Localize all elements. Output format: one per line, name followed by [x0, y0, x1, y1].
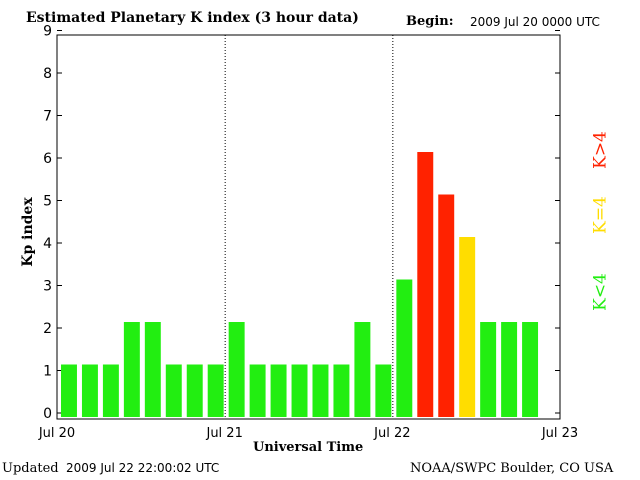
y-tick-label: 8 [43, 66, 52, 82]
kp-bar [459, 237, 476, 417]
chart-title: Estimated Planetary K index (3 hour data… [26, 10, 359, 26]
legend-k-equal-4: K=4 [590, 196, 611, 234]
x-tick-label: Jul 21 [205, 426, 242, 441]
updated-value: 2009 Jul 22 22:00:02 UTC [66, 461, 220, 475]
kp-bar [102, 364, 119, 417]
kp-bar [207, 364, 224, 417]
kp-bar [396, 279, 413, 417]
x-tick-label: Jul 20 [38, 426, 75, 441]
kp-bar [123, 322, 140, 417]
begin-value: 2009 Jul 20 0000 UTC [470, 15, 600, 29]
y-tick-label: 5 [43, 194, 52, 210]
x-axis-label: Universal Time [253, 440, 364, 455]
kp-bar [522, 322, 539, 417]
legend-k-less-4: K<4 [590, 273, 611, 311]
y-tick-label: 0 [43, 406, 52, 422]
kp-bar [480, 322, 497, 417]
y-tick-label: 4 [43, 236, 52, 252]
kp-bar [61, 364, 77, 417]
kp-bar [81, 364, 98, 417]
updated-label: Updated [2, 461, 59, 476]
kp-bar [186, 364, 203, 417]
begin-label: Begin: [406, 14, 454, 29]
kp-bar [312, 364, 329, 417]
y-tick-label: 1 [43, 364, 52, 380]
x-tick-label: Jul 22 [373, 426, 410, 441]
x-tick-label: Jul 23 [541, 426, 578, 441]
y-tick-label: 6 [43, 151, 52, 167]
kp-bar [144, 322, 161, 417]
kp-bar [249, 364, 266, 417]
y-tick-label: 2 [43, 321, 52, 337]
y-tick-label: 3 [43, 279, 52, 295]
kp-bar [228, 322, 245, 417]
y-tick-label: 9 [43, 24, 52, 40]
y-axis-label: Kp index [20, 197, 36, 267]
kp-bar [438, 194, 455, 417]
kp-bar [270, 364, 287, 417]
credit-text: NOAA/SWPC Boulder, CO USA [410, 461, 614, 476]
kp-bar [354, 322, 371, 417]
kp-bar [333, 364, 350, 417]
kp-bar [165, 364, 182, 417]
kp-bar [291, 364, 308, 417]
kp-bar [375, 364, 392, 417]
legend-k-greater-4: K>4 [590, 131, 611, 169]
plot-frame [56, 34, 561, 420]
y-tick-label: 7 [43, 109, 52, 125]
kp-bar [417, 152, 434, 417]
kp-bar [501, 322, 518, 417]
